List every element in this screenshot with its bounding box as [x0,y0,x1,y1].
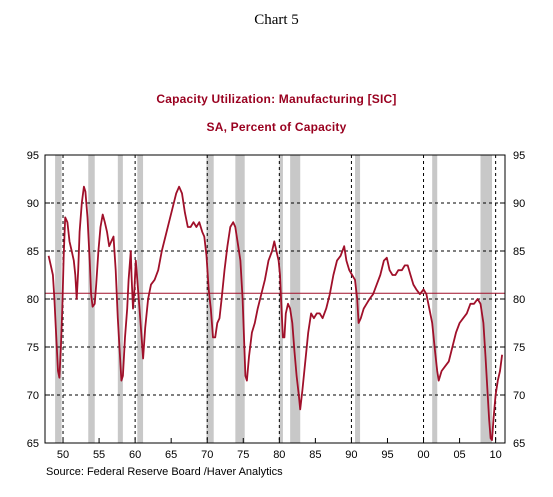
y-tick-label-right: 95 [513,150,525,162]
x-tick-label: 60 [129,449,141,461]
x-tick-label: 65 [165,449,177,461]
recession-band [235,155,245,443]
y-tick-label-right: 70 [513,390,525,402]
chart-label: Chart 5 [254,12,299,28]
y-tick-label-right: 65 [513,438,525,450]
x-tick-label: 90 [345,449,357,461]
recession-band [432,155,438,443]
y-tick-label-left: 65 [27,438,39,450]
y-tick-label-left: 90 [27,198,39,210]
recession-band [117,155,123,443]
y-tick-label-left: 80 [27,294,39,306]
x-tick-label: 10 [490,449,502,461]
recession-band [480,155,493,443]
recession-band [290,155,301,443]
y-tick-label-left: 85 [27,246,39,258]
x-tick-label: 95 [381,449,393,461]
y-tick-label-left: 75 [27,342,39,354]
x-tick-label: 05 [453,449,465,461]
y-tick-label-right: 85 [513,246,525,258]
x-tick-label: 00 [417,449,429,461]
y-tick-label-left: 70 [27,390,39,402]
recession-band [137,155,144,443]
chart-subtitle: SA, Percent of Capacity [206,120,347,134]
chart-title: Capacity Utilization: Manufacturing [SIC… [156,92,397,106]
x-tick-label: 50 [57,449,69,461]
x-tick-label: 55 [93,449,105,461]
source-note: Source: Federal Reserve Board /Haver Ana… [46,466,283,478]
capacity-utilization-line [47,185,503,442]
y-tick-label-left: 95 [27,150,39,162]
y-tick-label-right: 90 [513,198,525,210]
y-tick-label-right: 80 [513,294,525,306]
y-tick-label-right: 75 [513,342,525,354]
x-tick-label: 85 [309,449,321,461]
x-tick-label: 75 [237,449,249,461]
x-tick-label: 80 [273,449,285,461]
x-tick-label: 70 [201,449,213,461]
